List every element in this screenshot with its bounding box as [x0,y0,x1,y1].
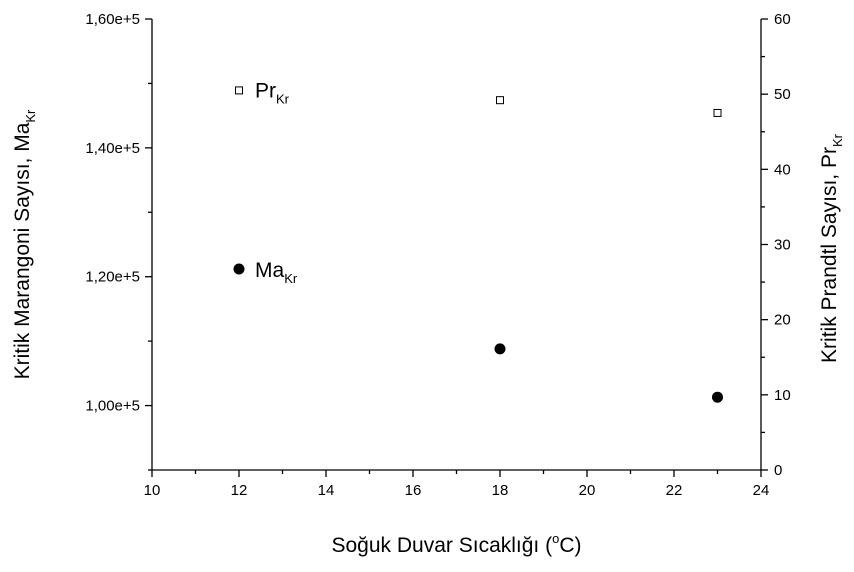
y-axis-right-title: Kritik Prandtl Sayısı, PrKr [818,133,845,363]
ma-point [712,391,723,403]
ma-series-label-subscript: Kr [284,271,298,286]
ma-series-label-text: Ma [255,259,284,282]
y-axis-left-title-subscript: Kr [23,109,38,123]
y-right-tick-label: 40 [774,161,791,178]
x-axis-title-text: Soğuk Duvar Sıcaklığı ( [332,534,553,557]
x-tick-label: 12 [231,482,248,499]
pr-series-label-text: Pr [255,79,276,102]
pr-point [496,96,504,105]
y-right-tick-label: 50 [774,86,791,103]
pr-point [713,108,722,117]
y-right-tick-label: 30 [774,237,791,254]
y-left-tick-label: 1,00e+5 [85,398,140,415]
x-tick-label: 24 [753,482,770,499]
ma-point [494,343,506,355]
y-right-tick-label: 20 [774,312,791,329]
x-axis-title: Soğuk Duvar Sıcaklığı (oC) [332,531,582,557]
y-axis-right-title-subscript: Kr [830,133,845,147]
x-tick-label: 16 [405,482,422,499]
y-right-tick-label: 0 [774,462,782,479]
x-tick-label: 14 [318,482,335,499]
y-axis-left-title-text: Kritik Marangoni Sayısı, Ma [11,122,34,379]
y-left-tick-label: 1,60e+5 [85,11,140,28]
y-left-tick-label: 1,40e+5 [85,140,140,157]
ma-point [233,263,245,275]
pr-point [235,86,243,95]
ma-series-label: MaKr [255,259,298,286]
y-axis-right-title-text: Kritik Prandtl Sayısı, Pr [818,147,841,363]
pr-series-label-subscript: Kr [276,91,290,106]
pr-series-label: PrKr [255,79,290,106]
x-tick-label: 18 [492,482,509,499]
y-right-tick-label: 60 [774,11,791,28]
y-left-tick-label: 1,20e+5 [85,269,140,286]
x-tick-label: 10 [144,482,161,499]
x-tick-label: 22 [666,482,683,499]
x-tick-label: 20 [579,482,596,499]
y-right-tick-label: 10 [774,387,791,404]
y-axis-left-title: Kritik Marangoni Sayısı, MaKr [11,109,38,379]
x-axis-title-superscript: o [552,531,559,546]
x-axis-title-unit: C) [559,534,581,557]
